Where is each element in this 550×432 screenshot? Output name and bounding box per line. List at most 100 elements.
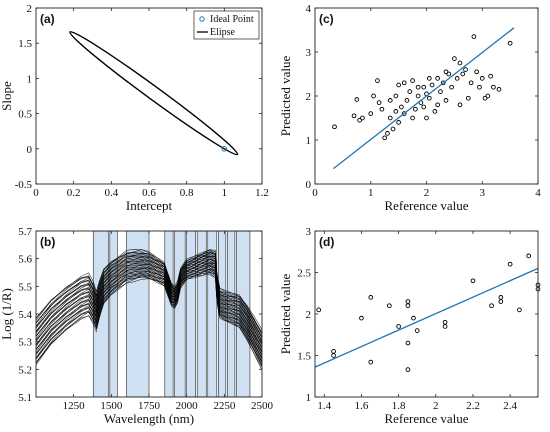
panel-c-point	[396, 82, 401, 88]
panel-d-label: (d)	[319, 235, 334, 249]
panel-c-point	[443, 69, 449, 75]
panel-d-point	[405, 340, 411, 346]
panel-c-point	[376, 100, 382, 105]
panel-d-point	[498, 299, 504, 304]
panel-c-point	[379, 106, 385, 112]
panel-c-point	[477, 84, 482, 90]
panel-c-point	[452, 56, 457, 61]
spectrum-line	[35, 249, 263, 330]
panel-c-point	[368, 111, 374, 116]
panel-d-point	[386, 303, 392, 309]
panel-c-x-axis-label: Reference value	[384, 198, 468, 213]
panel-d-ytick-label: 2.5	[297, 268, 311, 280]
panel-b-ytick-label: 5.3	[18, 337, 32, 349]
panel-d-point	[498, 295, 504, 300]
panel-c-point	[410, 78, 415, 83]
panel-d-xtick-label: 1.6	[355, 400, 369, 412]
panel-a-frame	[35, 7, 263, 185]
panel-a-ytick-label: 1.5	[18, 38, 32, 50]
panel-c-point	[438, 89, 443, 94]
panel-c-point	[454, 76, 460, 81]
panel-c-point	[421, 104, 427, 110]
panel-d-xtick-label: 2.4	[503, 400, 517, 412]
panel-d-point	[489, 303, 494, 309]
panel-c-point	[387, 115, 393, 121]
panel-a-xtick-label: 0	[33, 187, 39, 199]
panel-c-point	[401, 111, 407, 116]
legend-box	[193, 10, 260, 40]
ellipse-curve	[69, 31, 239, 156]
panel-c-point	[443, 98, 449, 103]
spectrum-line	[35, 249, 263, 333]
panel-c-ytick-label: 0	[306, 179, 312, 191]
panel-c-point	[401, 80, 407, 86]
legend-ideal-point-label: Ideal Point	[210, 14, 254, 25]
panel-c-point	[446, 71, 452, 77]
panel-d-ytick-label: 3	[306, 226, 312, 238]
panel-c-point	[415, 84, 421, 90]
panel-c-point	[429, 82, 435, 88]
panel-c-point	[382, 135, 388, 141]
panel-d-point	[526, 253, 532, 259]
panel-c-xtick-label: 1	[368, 187, 374, 199]
panel-b-xtick-label: 2250	[213, 400, 236, 412]
legend-elipse-label: Elipse	[210, 27, 236, 38]
panel-c-ytick-label: 3	[306, 47, 312, 59]
panel-c-point	[449, 84, 454, 90]
panel-a-xtick-label: 1	[222, 187, 228, 199]
panel-b-ytick-label: 5.6	[18, 254, 32, 266]
panel-a-ytick-label: -0.5	[15, 179, 33, 191]
panel-c-point	[404, 98, 410, 103]
panel-d-frame	[314, 230, 539, 398]
panel-c-point	[474, 69, 480, 75]
panel-d-point	[368, 295, 374, 300]
ideal-point-marker	[221, 146, 228, 152]
panel-c-point	[393, 93, 399, 99]
panel-c-point	[485, 93, 491, 99]
panel-a-xtick-label: 0.8	[180, 187, 194, 199]
panel-b-xtick-label: 2500	[251, 400, 274, 412]
panel-c-point	[375, 78, 380, 83]
panel-d-ytick-label: 2	[306, 309, 312, 321]
panel-d-point	[331, 353, 336, 358]
panel-c-point	[351, 113, 357, 119]
panel-a-y-axis-label: Slope	[0, 81, 14, 111]
panel-d-ytick-label: 1	[306, 392, 312, 404]
panel-c-point	[507, 40, 513, 46]
panel-c-xtick-label: 3	[480, 187, 486, 199]
panel-b-frame	[35, 230, 263, 398]
panel-c-point	[463, 67, 468, 72]
panel-c-point	[457, 102, 463, 108]
panel-c-point	[468, 80, 474, 86]
panel-c-point	[435, 76, 440, 81]
panel-a-x-axis-label: Intercept	[126, 198, 173, 213]
panel-c-frame	[314, 7, 539, 185]
panel-d-xtick-label: 2.2	[466, 400, 480, 412]
panel-a-ytick-label: 0.5	[18, 109, 32, 121]
panel-c-ytick-label: 2	[306, 91, 312, 103]
panel-c-xtick-label: 0	[312, 187, 318, 199]
panel-b-ytick-label: 5.1	[18, 392, 32, 404]
panel-c-point	[410, 115, 415, 121]
panel-b-label: (b)	[40, 235, 55, 249]
panel-c-point	[360, 115, 365, 121]
panel-c-point	[385, 131, 390, 136]
panel-c-point	[479, 76, 485, 81]
panel-b-xtick-label: 1750	[138, 400, 161, 412]
panel-c-point	[440, 80, 446, 86]
panel-c-point	[482, 95, 488, 101]
panel-b-xtick-label: 2000	[176, 400, 199, 412]
panel-d-point	[411, 315, 416, 321]
panel-b-xtick-label: 1250	[63, 400, 86, 412]
panel-d-point	[442, 319, 448, 325]
panel-c-point	[471, 34, 477, 39]
panel-d-xtick-label: 2	[433, 400, 439, 412]
panel-c-point	[457, 60, 463, 66]
panel-c-point	[488, 73, 493, 79]
panel-c-point	[399, 104, 404, 110]
highlight-band	[109, 230, 118, 398]
panel-d-point	[396, 324, 401, 329]
panel-c-point	[354, 97, 360, 102]
panel-a-ytick-label: 2	[27, 3, 33, 15]
